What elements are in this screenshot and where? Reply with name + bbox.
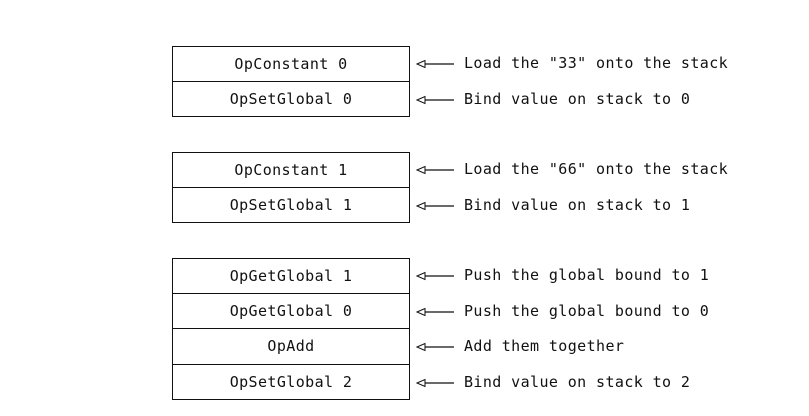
- instruction-box: OpConstant 1: [172, 152, 410, 188]
- instruction-comment: Add them together: [464, 337, 625, 355]
- instruction-box: OpGetGlobal 0: [172, 293, 410, 329]
- instruction-box: OpAdd: [172, 329, 410, 365]
- left-arrow-icon: [416, 95, 454, 104]
- left-arrow-icon: [416, 271, 454, 281]
- instruction-box: OpSetGlobal 0: [172, 81, 410, 117]
- left-arrow-icon: [416, 307, 454, 316]
- instruction-box: OpGetGlobal 1: [172, 258, 410, 294]
- instruction-comment: Bind value on stack to 1: [464, 195, 691, 214]
- instruction-box: OpSetGlobal 2: [172, 364, 410, 400]
- instruction-comment: Load the "66" onto the stack: [464, 160, 729, 178]
- instruction-comment: Load the "33" onto the stack: [464, 54, 729, 72]
- instruction-comment: Bind value on stack to 0: [464, 89, 691, 108]
- left-arrow-icon: [416, 378, 454, 387]
- left-arrow-icon: [416, 165, 454, 175]
- instruction-comment: Push the global bound to 1: [464, 266, 710, 284]
- instruction-box: OpSetGlobal 1: [172, 187, 410, 223]
- instruction-box: OpConstant 0: [172, 46, 410, 82]
- left-arrow-icon: [416, 342, 454, 352]
- instruction-comment: Push the global bound to 0: [464, 301, 710, 320]
- left-arrow-icon: [416, 201, 454, 210]
- left-arrow-icon: [416, 59, 454, 69]
- instruction-comment: Bind value on stack to 2: [464, 372, 691, 391]
